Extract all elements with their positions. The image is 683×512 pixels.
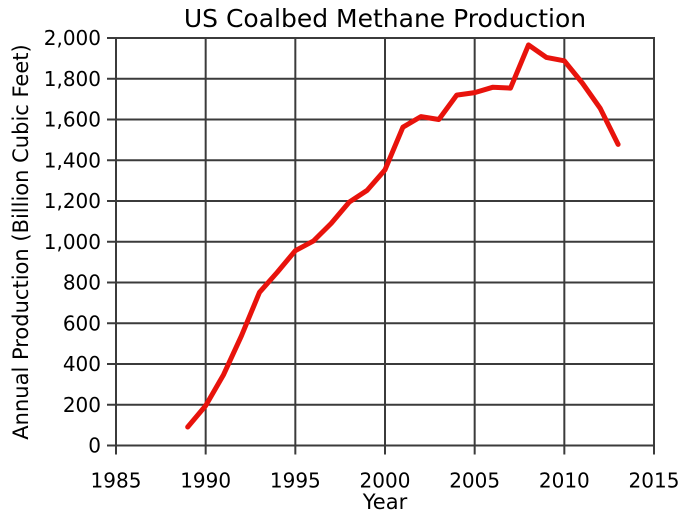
y-tick-label: 600 — [63, 311, 101, 335]
x-tick-label: 2005 — [449, 469, 500, 493]
y-tick-label: 400 — [63, 352, 101, 376]
y-tick-label: 1,600 — [44, 108, 101, 132]
y-tick-label: 2,000 — [44, 26, 101, 50]
y-tick-label: 1,400 — [44, 148, 101, 172]
x-tick-label: 1990 — [180, 469, 231, 493]
y-tick-labels: 0 200 400 600 800 1,000 1,200 1,400 1,600 1,800 2,… — [44, 26, 101, 458]
x-tick-label: 2000 — [360, 469, 411, 493]
y-axis-label: Annual Production (Billion Cubic Feet) — [9, 44, 33, 439]
plot-border — [115, 37, 655, 447]
production-line — [185, 42, 621, 430]
chart-title: US Coalbed Methane Production — [184, 4, 586, 33]
x-tick-label: 1995 — [270, 469, 321, 493]
y-tick-label: 1,800 — [44, 67, 101, 91]
x-tick-labels: 1985 1990 1995 2000 2005 2010 2015 — [91, 469, 680, 493]
axis-ticks — [107, 37, 655, 455]
x-axis-label: Year — [362, 490, 408, 512]
gridlines — [115, 37, 655, 447]
x-tick-label: 2010 — [539, 469, 590, 493]
x-tick-label: 2015 — [629, 469, 680, 493]
x-tick-label: 1985 — [91, 469, 142, 493]
y-tick-label: 800 — [63, 271, 101, 295]
y-tick-label: 1,000 — [44, 230, 101, 254]
y-tick-label: 200 — [63, 393, 101, 417]
y-tick-label: 0 — [88, 434, 101, 458]
y-tick-label: 1,200 — [44, 189, 101, 213]
